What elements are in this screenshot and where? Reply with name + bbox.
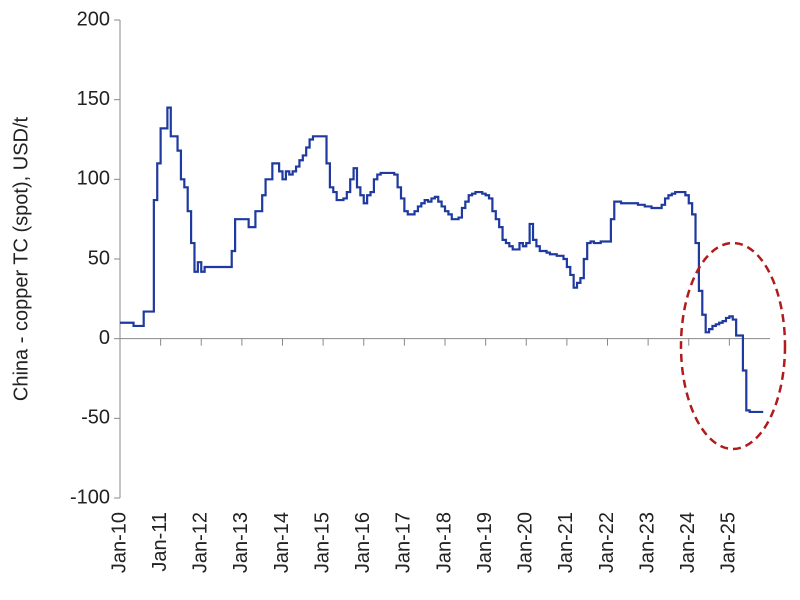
x-tick-label: Jan-24	[677, 512, 699, 573]
highlight-ellipse	[679, 241, 787, 451]
x-tick-label: Jan-11	[149, 512, 171, 572]
x-tick-label: Jan-20	[515, 512, 537, 573]
x-tick-label: Jan-12	[190, 512, 212, 573]
y-tick-label: 200	[77, 8, 110, 30]
x-tick-label: Jan-22	[596, 512, 618, 573]
y-tick-label: -50	[81, 407, 110, 429]
x-tick-label: Jan-18	[433, 512, 455, 573]
x-tick-label: Jan-14	[271, 512, 293, 573]
x-tick-label: Jan-16	[352, 512, 374, 573]
x-tick-label: Jan-21	[555, 512, 577, 573]
y-tick-label: 0	[99, 327, 110, 349]
y-axis-label: China - copper TC (spot), USD/t	[10, 116, 32, 401]
x-tick-label: Jan-15	[311, 512, 333, 573]
x-tick-label: Jan-23	[636, 512, 658, 573]
data-line	[120, 106, 764, 414]
x-tick-label: Jan-25	[718, 512, 740, 573]
x-tick-label: Jan-17	[393, 512, 415, 573]
y-tick-label: 50	[88, 247, 110, 269]
x-tick-label: Jan-10	[108, 512, 130, 573]
x-tick-label: Jan-13	[230, 512, 252, 573]
y-tick-label: 150	[77, 88, 110, 110]
y-tick-label: 100	[77, 168, 110, 190]
x-tick-label: Jan-19	[474, 512, 496, 573]
y-tick-label: -100	[70, 486, 110, 508]
